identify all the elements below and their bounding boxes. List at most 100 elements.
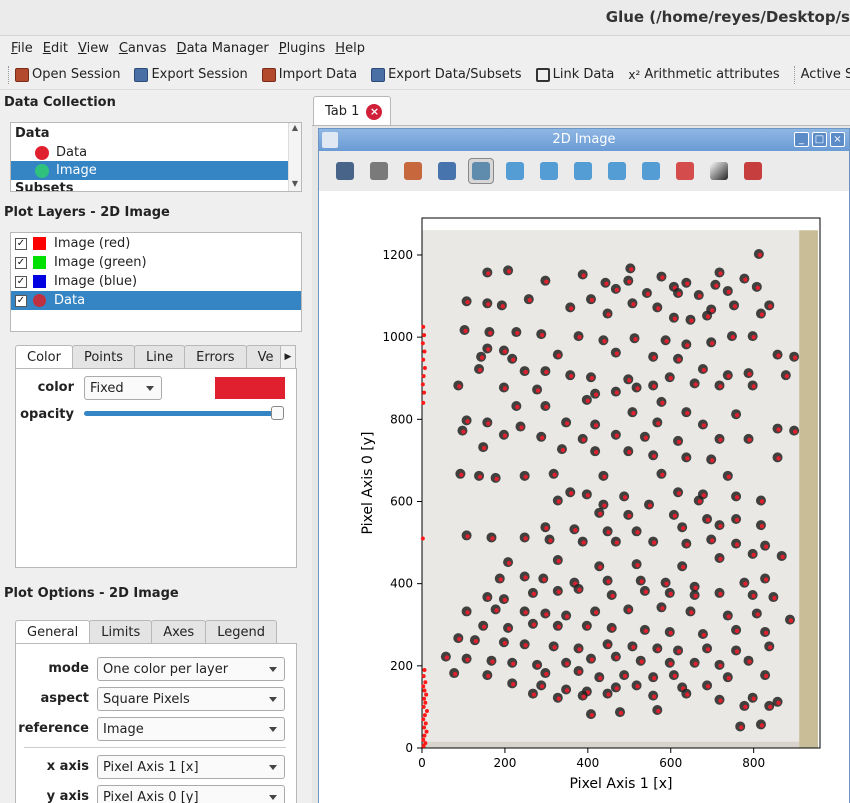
tab-tab-1[interactable]: Tab 1 × [313,96,391,126]
plot-layer-item[interactable]: ✓ Image (green) [15,255,147,270]
scroll-up-icon[interactable]: ▲ [291,123,299,132]
aspect-select[interactable]: Square Pixels [97,687,285,711]
data-point [614,655,620,660]
color-mode-select[interactable]: Fixed [84,376,162,400]
data-point [763,577,769,582]
tab-color[interactable]: Color [15,345,73,369]
data-point [519,425,524,430]
data-point [523,610,528,615]
data-point [768,645,773,650]
tabs-scroll-right-icon[interactable]: ▶ [280,345,296,369]
maximize-icon[interactable]: □ [812,132,827,147]
close-window-icon[interactable]: × [830,132,845,147]
data-point [577,669,582,675]
data-point [422,725,427,730]
color-swatch-button[interactable] [215,377,285,399]
layer-visibility-checkbox[interactable]: ✓ [15,275,27,288]
menu-plugins[interactable]: Plugins [278,40,326,56]
data-point [734,649,740,654]
data-point [710,341,715,346]
tab-errors[interactable]: Errors [184,345,247,369]
data-collection-item[interactable]: Image [11,161,289,180]
minimize-icon[interactable]: _ [794,132,809,147]
rect-select-icon[interactable] [503,159,527,183]
mode-select[interactable]: One color per layer [97,657,285,681]
data-point [602,474,607,480]
histogram-icon[interactable] [741,159,765,183]
data-point [506,269,512,274]
scroll-down-icon[interactable]: ▼ [291,179,299,188]
data-point [651,384,657,389]
menu-data-manager[interactable]: Data Manager [176,40,269,56]
data-point [668,376,673,381]
menu-edit[interactable]: Edit [42,40,68,56]
layer-style-pane: color Fixed opacity [15,368,297,568]
tab-line[interactable]: Line [134,345,186,369]
data-collection-item[interactable]: Data [11,143,289,162]
close-icon[interactable]: × [366,103,383,120]
tab-legend[interactable]: Legend [205,620,277,644]
layer-visibility-checkbox[interactable]: ✓ [15,294,27,307]
data-point [423,721,428,726]
open-session-button[interactable]: Open Session [15,67,120,82]
divider [24,747,286,748]
link-data-button[interactable]: Link Data [535,67,614,82]
data-point [614,287,620,293]
xrange-select-icon[interactable] [537,159,561,183]
home-icon[interactable] [401,159,425,183]
menu-help[interactable]: Help [335,40,365,56]
tab-ve[interactable]: Ve [245,345,286,369]
data-point [739,725,744,730]
export-session-button[interactable]: Export Session [134,67,248,82]
data-point [685,343,690,348]
plot-layers-list[interactable]: ✓ Image (red) ✓ Image (green) ✓ Image (blue) ✓… [10,232,302,332]
plot-area[interactable]: 0 200 400 600 800 0 200 400 600 800 1000 1200 Pixel … [319,191,849,803]
import-data-button[interactable]: Import Data [261,67,357,82]
data-point [463,328,468,334]
layer-color-icon [33,294,46,307]
plot-layer-item[interactable]: ✓ Image (red) [15,236,131,251]
plot-layer-item[interactable]: ✓ Image (blue) [15,274,138,289]
opacity-slider-track[interactable] [84,411,284,416]
save-icon[interactable] [333,159,357,183]
data-point [577,647,582,652]
viewer-titlebar[interactable]: 2D Image _ □ × [319,129,849,151]
data-point [726,373,731,379]
tab-points[interactable]: Points [71,345,136,369]
menu-file[interactable]: File [11,40,33,56]
plot-layer-item[interactable]: ✓ Data [11,291,301,310]
tab-general[interactable]: General [15,620,91,644]
y-axis-select[interactable]: Pixel Axis 0 [y] [97,785,285,803]
data-point [422,667,427,672]
yrange-select-icon[interactable] [571,159,595,183]
data-point [776,353,781,358]
field-label: reference [18,721,89,736]
arithmetic-attributes-button[interactable]: x² Arithmetic attributes [628,67,779,82]
layer-visibility-checkbox[interactable]: ✓ [15,237,27,250]
data-point [604,281,609,286]
y-tick-label: 1000 [382,330,413,344]
pan-icon[interactable] [435,159,459,183]
data-collection-scrollbar[interactable]: ▲ ▼ [288,123,301,191]
zoom-rect-icon[interactable] [468,158,494,184]
active-subset-label: Active Subs [800,67,850,82]
data-point [421,717,426,722]
layer-visibility-checkbox[interactable]: ✓ [15,256,27,269]
export-data-button[interactable]: Export Data/Subsets [371,67,522,82]
menu-view[interactable]: View [77,40,109,56]
crosshair-icon[interactable] [673,159,697,183]
reference-select[interactable]: Image [97,717,285,741]
tab-axes[interactable]: Axes [151,620,207,644]
tab-limits[interactable]: Limits [89,620,153,644]
x-axis-select[interactable]: Pixel Axis 1 [x] [97,755,285,779]
polygon-select-icon[interactable] [639,159,663,183]
data-point [718,384,723,389]
data-collection-list[interactable]: Data Data Image Subsets ▲ ▼ [10,122,302,192]
scatter-plot[interactable]: 0 200 400 600 800 0 200 400 600 800 1000 1200 Pixel … [319,191,849,803]
contrast-icon[interactable] [707,159,731,183]
layers-icon[interactable] [367,159,391,183]
circle-select-icon[interactable] [605,159,629,183]
opacity-slider-handle[interactable] [271,406,284,420]
data-point [502,433,508,438]
menu-canvas[interactable]: Canvas [118,40,167,56]
